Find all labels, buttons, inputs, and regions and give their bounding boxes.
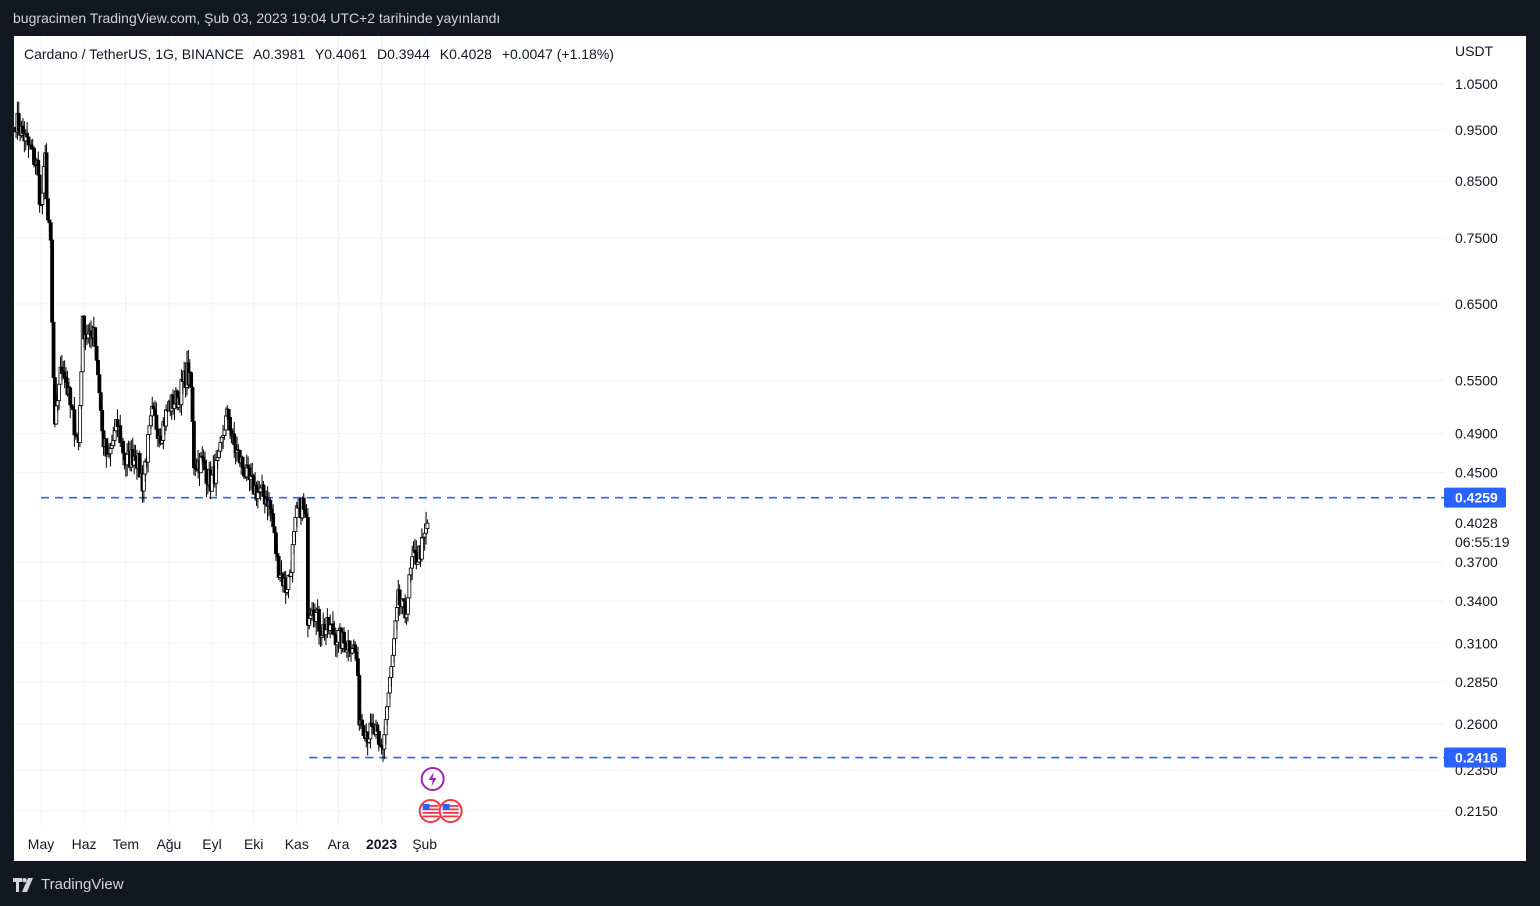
footer-bar [0,861,1540,906]
time-tick-label: Şub [412,836,437,852]
candle-body [26,136,31,146]
price-tick-label: 0.5500 [1455,372,1498,388]
candle-body [97,374,102,394]
price-tick-label: 0.9500 [1455,122,1498,138]
time-tick-label: Eyl [202,836,221,852]
candle-body [79,371,84,406]
time-tick-label: 2023 [366,836,397,852]
candle-body [50,239,55,323]
candle-body [406,597,410,615]
candles [14,101,430,762]
price-tick-label: 0.2150 [1455,803,1498,819]
time-tick-label: May [28,836,54,852]
price-tick-label: 0.2600 [1455,716,1498,732]
price-tick-label: 0.3400 [1455,593,1498,609]
us-flag-event-icon[interactable] [418,799,443,823]
candle-body [100,409,105,432]
publish-info: bugracimen TradingView.com, Şub 03, 2023… [13,10,501,26]
candle-body [246,464,251,469]
price-axis: 1.0500 0.9500 0.8500 0.7500 0.6500 0.5500 0.49… [1444,43,1510,819]
tradingview-brand: TradingView [41,876,124,893]
candle-body [305,516,310,626]
candle-body [192,421,196,469]
level-price-badge [1444,487,1506,508]
price-tick-label: 0.3100 [1455,635,1498,651]
level-price-badge [1444,747,1506,768]
candle-body [78,405,82,444]
symbol-name[interactable]: Cardano / TetherUS, 1G, BINANCE [24,46,244,62]
ohlc-high: Y0.4061 [314,46,368,62]
level-price-label: 0.4259 [1455,490,1498,506]
time-tick-label: Kas [285,836,309,852]
time-tick-label: Ara [328,836,350,852]
price-tick-label: 0.4500 [1455,464,1498,480]
candle-body [425,522,430,529]
current-price-label: 0.4028 [1455,515,1498,531]
currency-label: USDT [1455,43,1494,59]
symbol-legend[interactable]: Cardano / TetherUS, 1G, BINANCE A0.3981 … [24,46,620,62]
candle-body [46,198,50,221]
ohlc-open: A0.3981 [253,46,306,62]
ohlc-close: K0.4028 [439,46,492,62]
time-axis: May Haz Tem Ağu Eyl Eki Kas Ara 2023 Şub [28,836,438,852]
lightning-event-icon[interactable] [420,767,445,791]
price-tick-label: 0.8500 [1455,173,1498,189]
countdown-label: 06:55:19 [1455,534,1510,550]
time-tick-label: Tem [113,836,139,852]
price-chart[interactable]: 1.0500 0.9500 0.8500 0.7500 0.6500 0.5500 0.49… [14,36,1526,861]
price-tick-label: 0.2850 [1455,674,1498,690]
price-tick-label: 0.6500 [1455,296,1498,312]
tradingview-logo-icon [13,877,33,892]
tradingview-logo[interactable]: TradingView [13,876,124,893]
candle-body [356,658,360,676]
ohlc-low: D0.3944 [376,46,430,62]
time-tick-label: Eki [244,836,263,852]
price-tick-label: 0.7500 [1455,230,1498,246]
time-tick-label: Haz [72,836,97,852]
candle-body [108,447,113,455]
price-tick-label: 0.3700 [1455,554,1498,570]
ohlc-change: +0.0047 (+1.18%) [501,46,614,62]
event-markers [418,767,463,823]
chart-pane[interactable]: 1.0500 0.9500 0.8500 0.7500 0.6500 0.5500 0.49… [14,36,1526,861]
us-flag-event-icon[interactable] [438,799,463,823]
candle-body [419,537,424,560]
time-tick-label: Ağu [156,836,181,852]
candle-body [57,383,61,402]
header-bar: bugracimen TradingView.com, Şub 03, 2023… [0,0,1540,36]
price-tick-label: 1.0500 [1455,76,1498,92]
grid-lines [14,36,1444,826]
horizontal-levels [41,496,1444,759]
price-tick-label: 0.4900 [1455,425,1498,441]
level-price-label: 0.2416 [1455,750,1498,766]
